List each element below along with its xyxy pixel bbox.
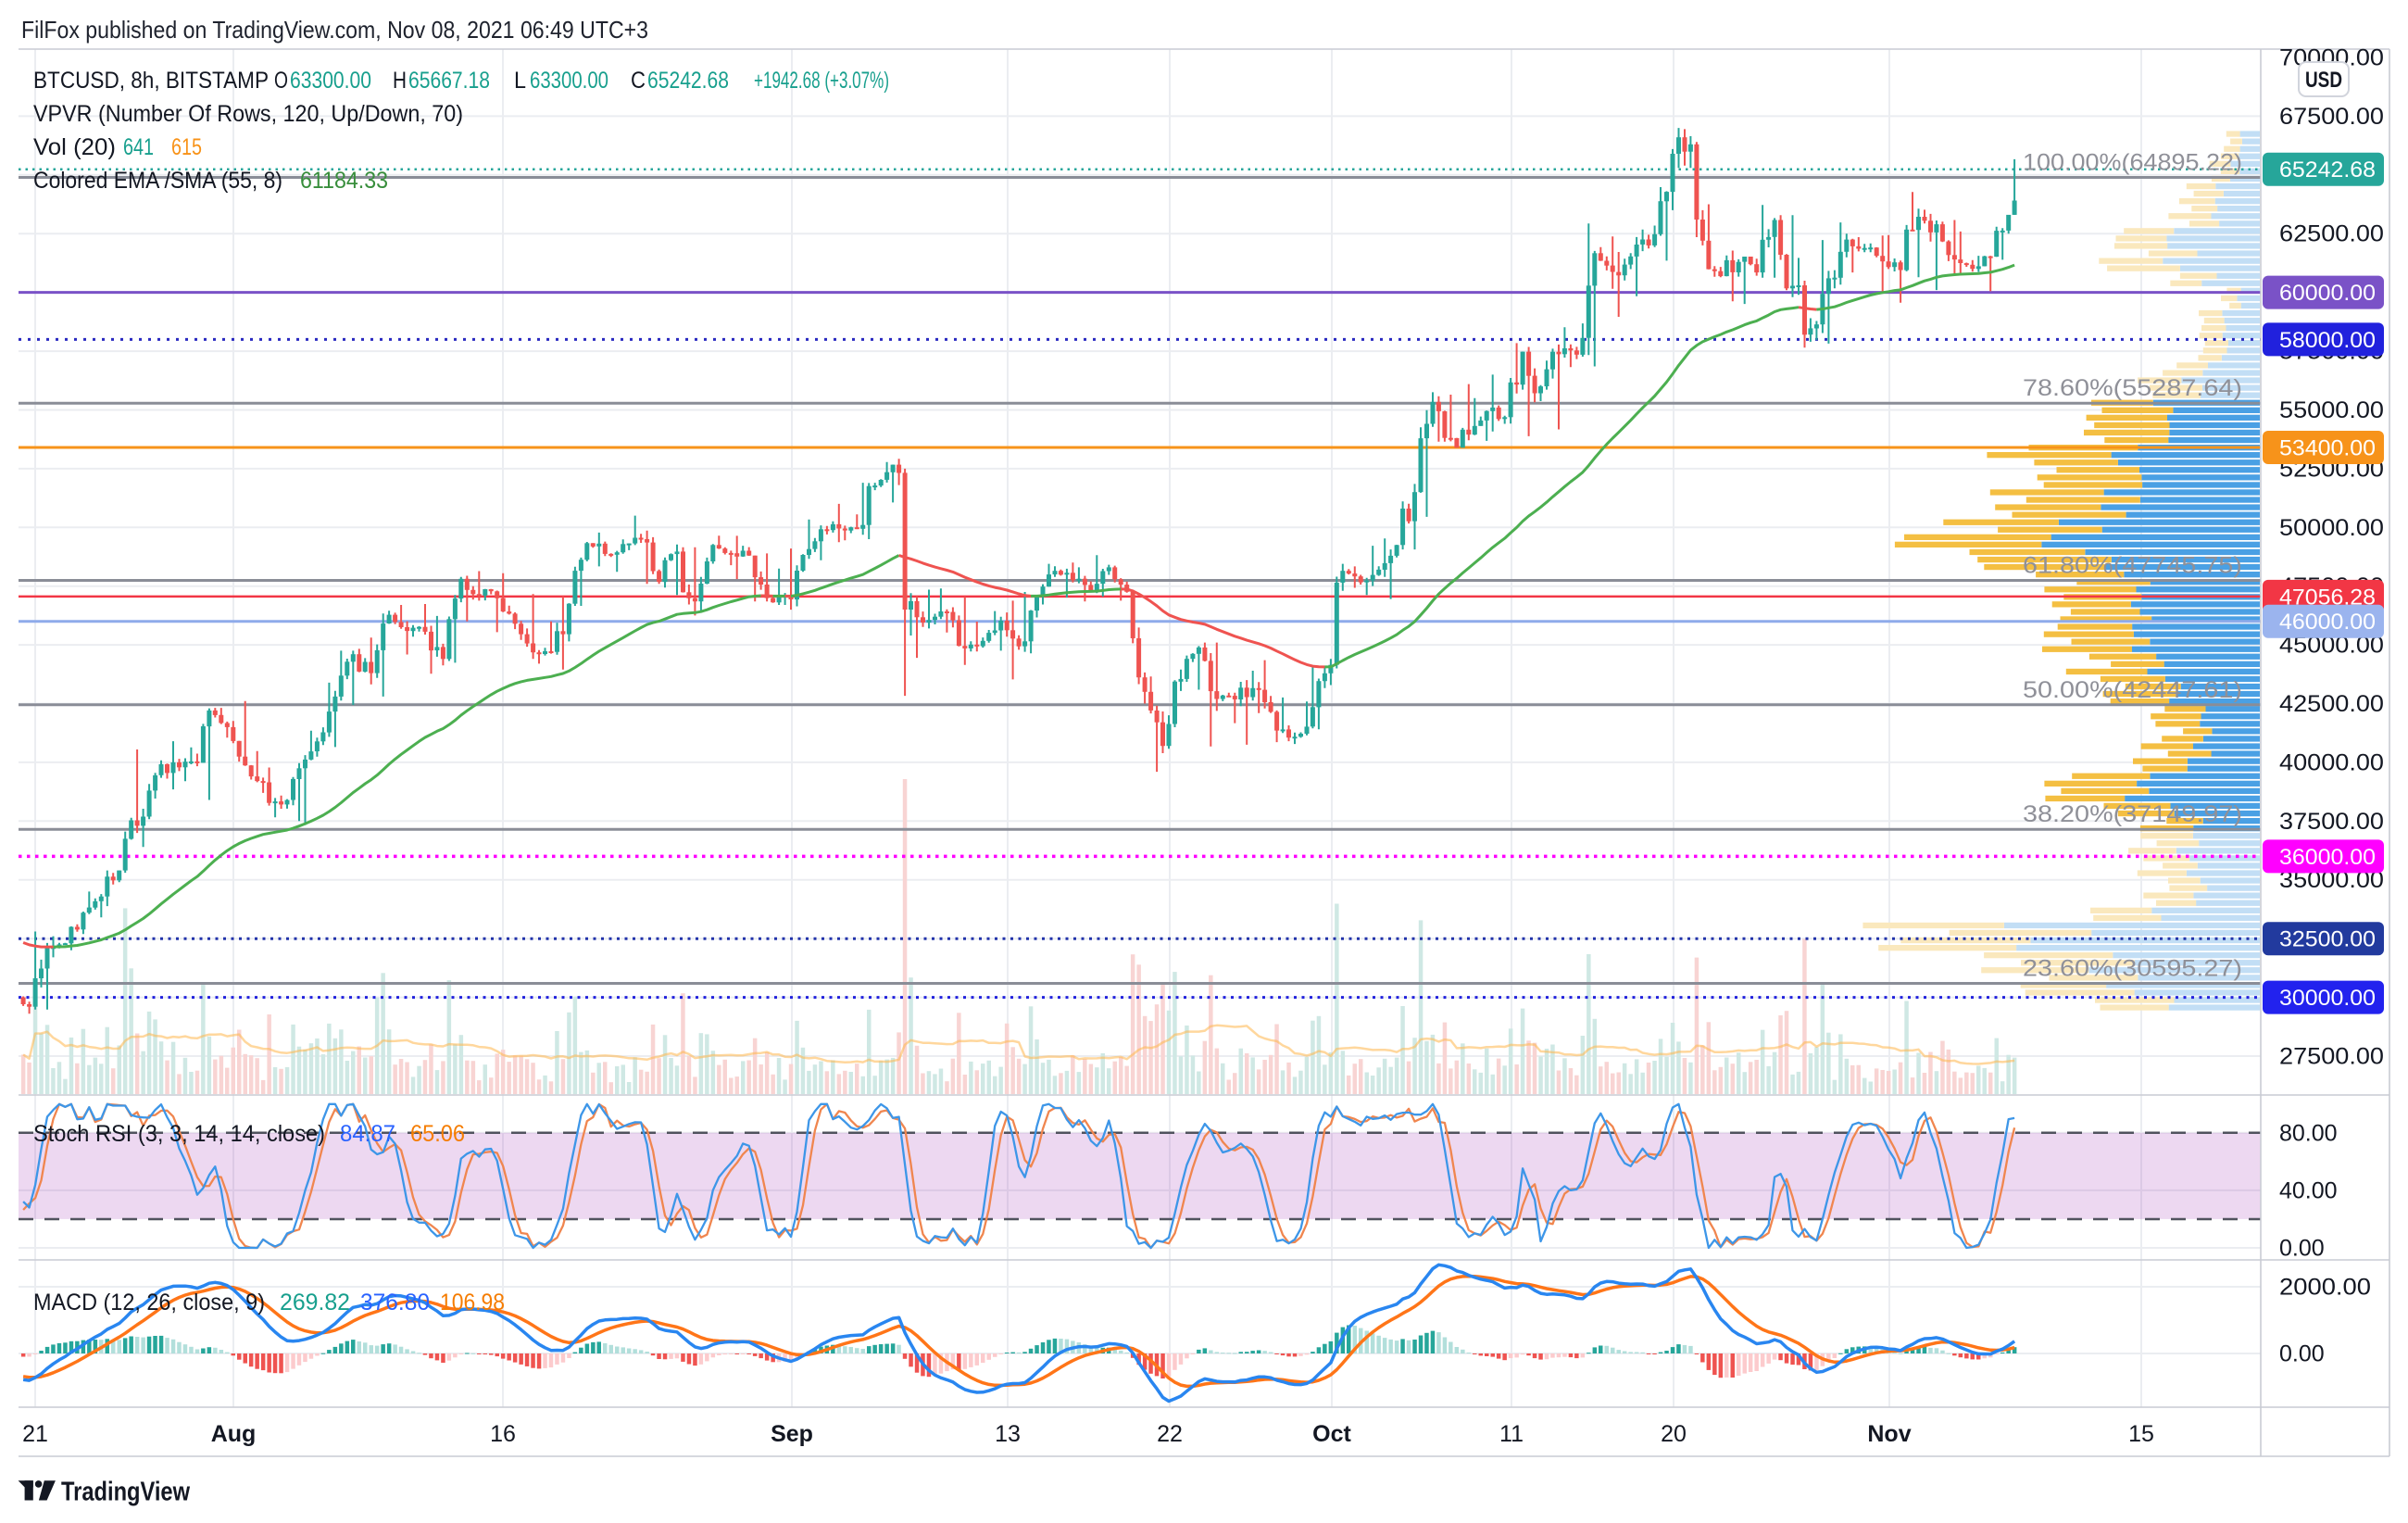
- svg-text:TradingView: TradingView: [61, 1478, 190, 1507]
- svg-text:22: 22: [1157, 1421, 1183, 1447]
- svg-text:15: 15: [2128, 1421, 2154, 1447]
- svg-text:2000.00: 2000.00: [2279, 1275, 2371, 1301]
- svg-text:50.00%(42447.61): 50.00%(42447.61): [2023, 677, 2242, 703]
- svg-text:30000.00: 30000.00: [2279, 986, 2376, 1011]
- svg-text:H: H: [393, 68, 407, 94]
- svg-text:0.00: 0.00: [2279, 1236, 2325, 1262]
- svg-text:16: 16: [490, 1421, 516, 1447]
- svg-text:C: C: [631, 68, 646, 94]
- svg-text:Aug: Aug: [211, 1421, 257, 1447]
- svg-text:+1942.68 (+3.07%): +1942.68 (+3.07%): [754, 68, 889, 94]
- svg-text:Sep: Sep: [771, 1421, 813, 1447]
- svg-text:20: 20: [1661, 1421, 1687, 1447]
- svg-text:38.20%(37149.97): 38.20%(37149.97): [2023, 801, 2242, 827]
- svg-text:13: 13: [995, 1421, 1021, 1447]
- svg-text:50000.00: 50000.00: [2279, 515, 2384, 541]
- svg-text:63300.00: 63300.00: [290, 68, 371, 94]
- svg-text:FilFox published on TradingVie: FilFox published on TradingView.com, Nov…: [21, 16, 648, 44]
- svg-text:23.60%(30595.27): 23.60%(30595.27): [2023, 956, 2242, 982]
- svg-text:0.00: 0.00: [2279, 1341, 2325, 1367]
- svg-text:58000.00: 58000.00: [2279, 328, 2376, 353]
- svg-text:65242.68: 65242.68: [2279, 157, 2376, 183]
- svg-text:32500.00: 32500.00: [2279, 927, 2376, 952]
- svg-text:65.06: 65.06: [410, 1121, 465, 1147]
- svg-text:80.00: 80.00: [2279, 1120, 2338, 1146]
- svg-text:63300.00: 63300.00: [530, 68, 608, 94]
- svg-text:L: L: [514, 68, 526, 94]
- svg-text:376.80: 376.80: [360, 1290, 430, 1315]
- svg-text:65667.18: 65667.18: [408, 68, 490, 94]
- svg-text:78.60%(55287.64): 78.60%(55287.64): [2023, 375, 2242, 401]
- svg-text:27500.00: 27500.00: [2279, 1044, 2384, 1070]
- svg-text:60000.00: 60000.00: [2279, 281, 2376, 306]
- svg-text:42500.00: 42500.00: [2279, 691, 2384, 717]
- svg-text:61184.33: 61184.33: [300, 168, 388, 194]
- svg-text:40.00: 40.00: [2279, 1177, 2338, 1203]
- svg-text:40000.00: 40000.00: [2279, 749, 2384, 775]
- svg-text:Oct: Oct: [1312, 1421, 1351, 1447]
- svg-text:36000.00: 36000.00: [2279, 845, 2376, 870]
- svg-text:Stoch RSI (3, 3, 14, 14, close: Stoch RSI (3, 3, 14, 14, close): [33, 1121, 325, 1147]
- svg-text:55000.00: 55000.00: [2279, 397, 2384, 423]
- svg-text:641: 641: [123, 134, 154, 160]
- svg-text:53400.00: 53400.00: [2279, 436, 2376, 461]
- svg-text:67500.00: 67500.00: [2279, 104, 2384, 130]
- svg-text:61.80%(47745.75): 61.80%(47745.75): [2023, 553, 2242, 579]
- svg-text:106.98: 106.98: [440, 1290, 505, 1315]
- svg-text:46000.00: 46000.00: [2279, 610, 2376, 635]
- svg-text:O: O: [274, 68, 288, 94]
- svg-text:37500.00: 37500.00: [2279, 809, 2384, 835]
- svg-text:21: 21: [22, 1421, 48, 1447]
- svg-text:Vol (20): Vol (20): [33, 134, 116, 160]
- svg-text:Nov: Nov: [1867, 1421, 1911, 1447]
- svg-text:Colored EMA /SMA (55, 8): Colored EMA /SMA (55, 8): [33, 168, 282, 194]
- svg-text:USD: USD: [2305, 68, 2342, 93]
- svg-text:65242.68: 65242.68: [647, 68, 729, 94]
- svg-text:84.87: 84.87: [340, 1121, 395, 1147]
- svg-text:11: 11: [1499, 1421, 1524, 1447]
- svg-text:100.00%(64895.22): 100.00%(64895.22): [2023, 150, 2242, 176]
- svg-text:62500.00: 62500.00: [2279, 221, 2384, 247]
- svg-text:615: 615: [171, 134, 202, 160]
- svg-text:VPVR (Number Of Rows, 120, Up/: VPVR (Number Of Rows, 120, Up/Down, 70): [33, 101, 463, 127]
- svg-text:269.82: 269.82: [280, 1290, 350, 1315]
- svg-text:BTCUSD, 8h, BITSTAMP: BTCUSD, 8h, BITSTAMP: [33, 68, 269, 94]
- svg-text:MACD (12, 26, close, 9): MACD (12, 26, close, 9): [33, 1290, 265, 1315]
